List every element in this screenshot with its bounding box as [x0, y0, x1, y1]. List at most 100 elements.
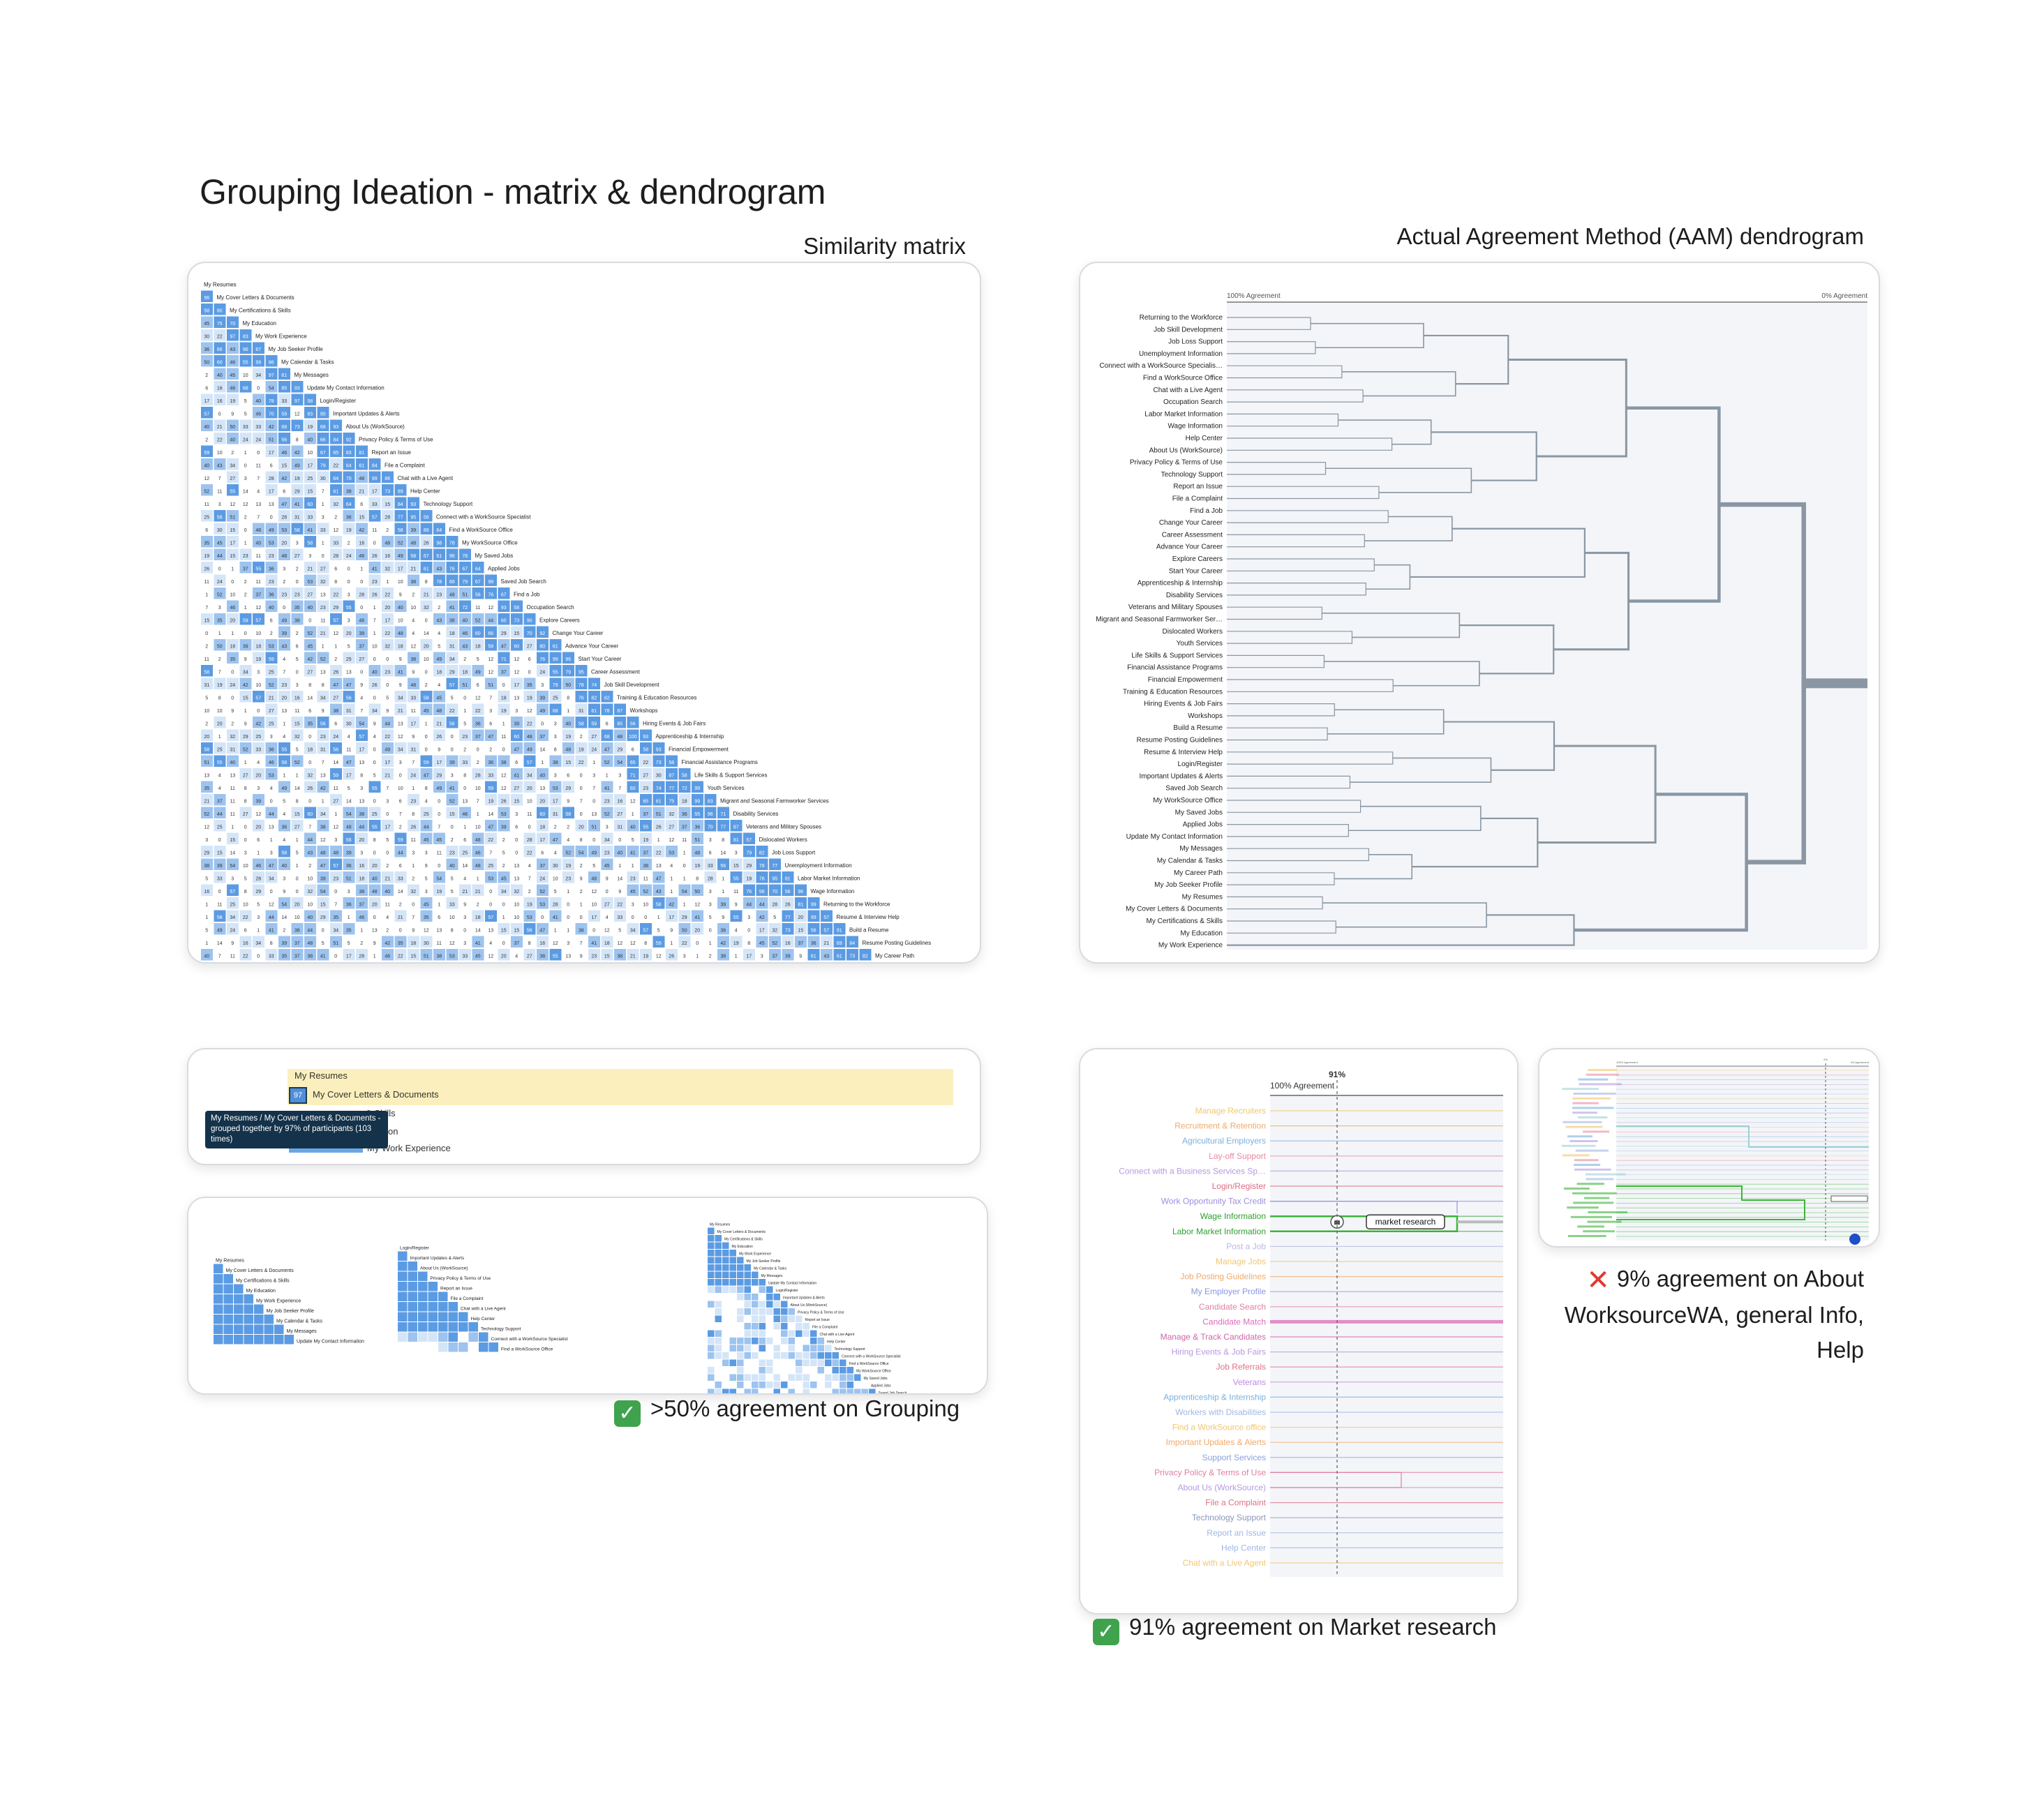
matrix-cell-value: 4 — [735, 929, 738, 934]
matrix-cell-value: 5 — [373, 774, 376, 779]
mini-matrix-c-cell — [759, 1367, 766, 1374]
matrix-cell-value: 98 — [436, 541, 442, 546]
dendrogram-left-axis-label: 100% Agreement — [1227, 292, 1281, 300]
mini-matrix-c-cell — [737, 1286, 744, 1293]
matrix-row-label: Advance Your Career — [565, 643, 618, 650]
matrix-cell — [459, 548, 471, 560]
matrix-cell-value: 5 — [477, 657, 479, 662]
grouping-matrices-card[interactable]: My Resumes My Cover Letters & Documents My… — [187, 1197, 988, 1395]
matrix-cell — [291, 755, 304, 767]
matrix-cell-value: 48 — [398, 631, 403, 636]
matrix-cell-value: 10 — [643, 903, 648, 908]
matrix-cell-value: 0 — [373, 915, 376, 920]
matrix-cell-value: 99 — [372, 477, 378, 481]
matrix-cell — [265, 574, 278, 586]
about-dendrogram-card[interactable]: 100% Agreement 9% 0% Agreement — [1538, 1048, 1880, 1248]
matrix-cell-value: 22 — [217, 438, 223, 443]
matrix-cell-value: 74 — [591, 683, 597, 688]
mini-matrix-a-label: My Education — [246, 1289, 276, 1294]
matrix-cell — [394, 536, 407, 548]
matrix-cell — [575, 742, 588, 754]
matrix-cell-value: 79 — [565, 671, 571, 675]
matrix-cell-value: 64 — [346, 502, 352, 507]
matrix-cell-value: 76 — [539, 657, 545, 662]
mini-matrix-c-cell — [744, 1338, 751, 1345]
matrix-zoom-card[interactable]: My Resumes 97 My Cover Letters & Documen… — [187, 1048, 981, 1165]
matrix-cell-value: 14 — [294, 786, 300, 791]
zoom-cell-97[interactable]: 97 — [289, 1087, 307, 1104]
matrix-cell-value: 77 — [720, 825, 726, 830]
mini-matrix-c-label: My Saved Jobs — [864, 1377, 888, 1381]
matrix-cell-value: 13 — [204, 774, 209, 779]
dendrogram-leaf-label: About Us (WorkSource) — [1149, 447, 1223, 454]
matrix-cell-value: 58 — [204, 309, 209, 314]
matrix-cell-value: 47 — [346, 683, 352, 688]
matrix-cell-value: 10 — [398, 580, 403, 585]
matrix-cell-value: 46 — [385, 954, 390, 959]
matrix-cell — [214, 677, 226, 689]
matrix-cell — [420, 691, 433, 703]
matrix-cell-value: 27 — [243, 812, 248, 817]
matrix-cell-value: 1 — [218, 631, 221, 636]
matrix-cell — [253, 342, 264, 354]
matrix-cell-value: 1 — [231, 567, 234, 572]
matrix-cell-value: 28 — [359, 954, 364, 959]
matrix-cell — [253, 768, 264, 780]
mini-matrix-b-label: Chat with a Live Agent — [461, 1307, 506, 1312]
page-title: Grouping Ideation - matrix & dendrogram — [200, 172, 826, 211]
matrix-cell-value: 22 — [385, 631, 390, 636]
matrix-cell-value: 41 — [591, 941, 597, 946]
matrix-cell-value: 48 — [372, 890, 378, 894]
dendrogram-card[interactable]: 100% Agreement 0% Agreement Returning to t… — [1079, 262, 1880, 964]
matrix-cell-value: 45 — [436, 696, 442, 701]
matrix-cell-value: 3 — [425, 851, 428, 856]
mini-matrix-c-label: My WorkSource Office — [856, 1370, 891, 1374]
mini-matrix-c-cell — [729, 1250, 736, 1257]
matrix-cell-value: 29 — [449, 671, 455, 675]
matrix-cell — [549, 691, 562, 703]
matrix-cell-value: 54 — [269, 387, 274, 391]
matrix-cell-value: 13 — [230, 774, 235, 779]
matrix-cell-value: 17 — [759, 929, 765, 934]
matrix-cell — [317, 691, 329, 703]
matrix-cell — [201, 781, 213, 793]
matrix-cell — [678, 884, 691, 896]
mini-matrix-c-cell — [840, 1359, 846, 1366]
matrix-cell-value: 21 — [307, 567, 313, 572]
mini-matrix-c-cell — [752, 1308, 759, 1315]
matrix-cell-value: 0 — [373, 541, 376, 546]
matrix-cell — [821, 923, 833, 935]
mini-matrix-c-cell — [803, 1330, 810, 1337]
matrix-cell-value: 4 — [425, 800, 428, 804]
matrix-cell-value: 54 — [281, 903, 287, 908]
matrix-cell-value: 1 — [244, 709, 247, 714]
matrix-cell — [446, 794, 458, 806]
matrix-cell-value: 4 — [489, 941, 492, 946]
tiny-leaf-label — [1572, 1192, 1617, 1195]
matrix-cell-value: 20 — [372, 864, 378, 869]
matrix-cell — [549, 807, 562, 818]
matrix-cell — [472, 832, 484, 844]
matrix-cell-value: 7 — [360, 709, 363, 714]
matrix-cell-value: 38 — [346, 490, 352, 495]
matrix-cell — [304, 768, 316, 780]
matrix-cell-value: 1 — [283, 774, 285, 779]
matrix-row-label: Important Updates & Alerts — [333, 411, 400, 417]
matrix-cell-value: 46 — [230, 361, 235, 366]
matrix-cell-value: 29 — [204, 851, 209, 856]
mini-matrix-a-cell — [223, 1294, 233, 1304]
matrix-cell-value: 21 — [462, 890, 468, 894]
matrix-cell — [537, 820, 549, 832]
matrix-cell — [239, 548, 252, 560]
mini-matrix-c-cell — [846, 1382, 853, 1388]
market-research-card[interactable]: 100% Agreement 91% Manage Recruiters Recrui… — [1079, 1048, 1519, 1615]
matrix-cell-value: 31 — [320, 748, 326, 753]
matrix-cell — [394, 497, 407, 509]
similarity-matrix-card[interactable]: My Resumes 96 My Cover Letters & Documents… — [187, 262, 981, 964]
matrix-row-label: Disability Services — [733, 811, 779, 817]
matrix-cell-value: 5 — [451, 890, 454, 894]
market-leaf-label: Lay-off Support — [1209, 1151, 1266, 1161]
matrix-cell-value: 66 — [449, 580, 455, 585]
matrix-cell-value: 9 — [735, 903, 738, 908]
matrix-cell — [459, 613, 471, 625]
